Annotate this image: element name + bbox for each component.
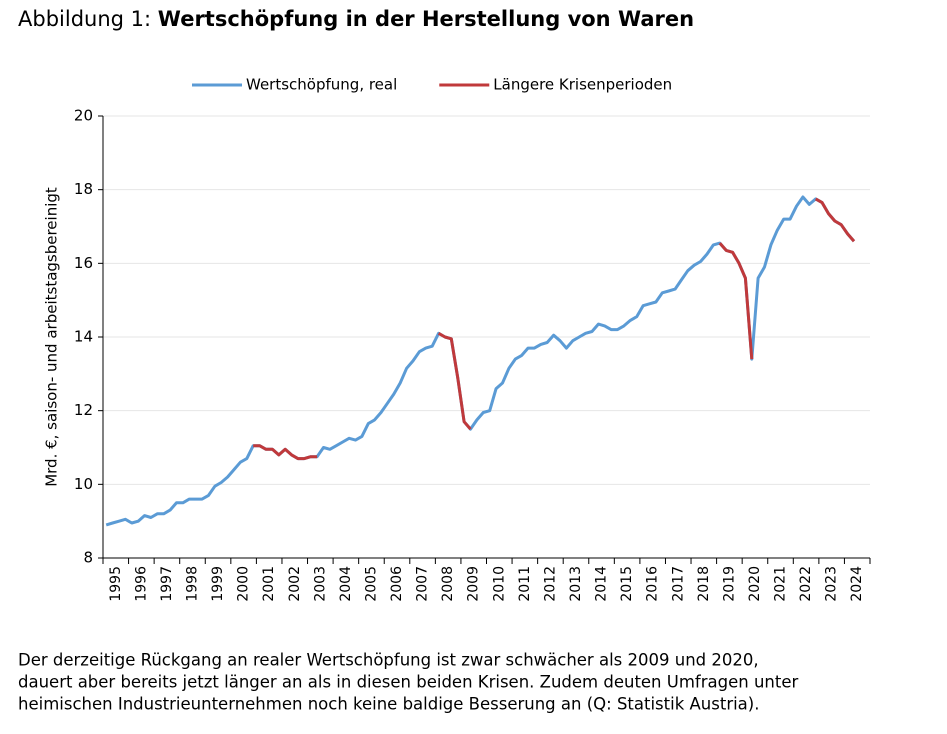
x-tick-label: 1997: [159, 566, 175, 602]
x-tick-label: 1995: [108, 566, 124, 602]
y-axis-label: Mrd. €, saison- und arbeitstagsbereinigt: [43, 187, 61, 487]
x-tick-label: 2001: [261, 566, 277, 602]
x-tick-label: 2009: [466, 566, 482, 602]
y-tick-label: 20: [74, 107, 93, 125]
x-tick-label: 2003: [312, 566, 328, 602]
caption-line: Der derzeitige Rückgang an realer Wertsc…: [18, 651, 759, 670]
y-tick-label: 14: [74, 328, 93, 346]
x-tick-label: 2024: [849, 566, 865, 602]
series-line: [253, 197, 856, 461]
caption-line: dauert aber bereits jetzt länger an als …: [18, 673, 798, 692]
y-tick-label: 18: [74, 180, 93, 198]
figure-label: Abbildung 1:: [18, 7, 151, 31]
x-tick-label: 2015: [619, 566, 635, 602]
y-tick-label: 16: [74, 254, 93, 272]
x-tick-label: 2020: [747, 566, 763, 602]
x-tick-label: 1999: [210, 566, 226, 602]
x-tick-label: 2021: [773, 566, 789, 602]
x-tick-label: 2010: [491, 566, 507, 602]
x-tick-label: 2000: [236, 566, 252, 602]
y-tick-label: 8: [83, 549, 93, 567]
title: Abbildung 1: Wertschöpfung in der Herste…: [18, 7, 694, 31]
x-tick-label: 2022: [798, 566, 814, 602]
y-tick-label: 10: [74, 475, 93, 493]
x-tick-label: 2023: [824, 566, 840, 602]
x-tick-label: 2019: [721, 566, 737, 602]
x-tick-label: 1996: [133, 566, 149, 602]
x-tick-label: 2008: [440, 566, 456, 602]
x-tick-label: 2017: [670, 566, 686, 602]
legend-label: Wertschöpfung, real: [246, 76, 397, 94]
legend-label: Längere Krisenperioden: [493, 76, 672, 94]
x-tick-label: 2012: [542, 566, 558, 602]
x-tick-label: 1998: [184, 566, 200, 602]
chart-title: Wertschöpfung in der Herstellung von War…: [158, 7, 694, 31]
caption-line: heimischen Industrieunternehmen noch kei…: [18, 695, 759, 714]
x-tick-label: 2004: [338, 566, 354, 602]
x-tick-label: 2006: [389, 566, 405, 602]
x-tick-label: 2013: [568, 566, 584, 602]
x-tick-label: 2018: [696, 566, 712, 602]
x-tick-label: 2002: [287, 566, 303, 602]
x-tick-label: 2005: [363, 566, 379, 602]
y-tick-label: 12: [74, 401, 93, 419]
x-tick-label: 2007: [415, 566, 431, 602]
x-tick-label: 2011: [517, 566, 533, 602]
x-tick-label: 2014: [594, 566, 610, 602]
x-tick-label: 2016: [645, 566, 661, 602]
series-line: [105, 195, 856, 527]
